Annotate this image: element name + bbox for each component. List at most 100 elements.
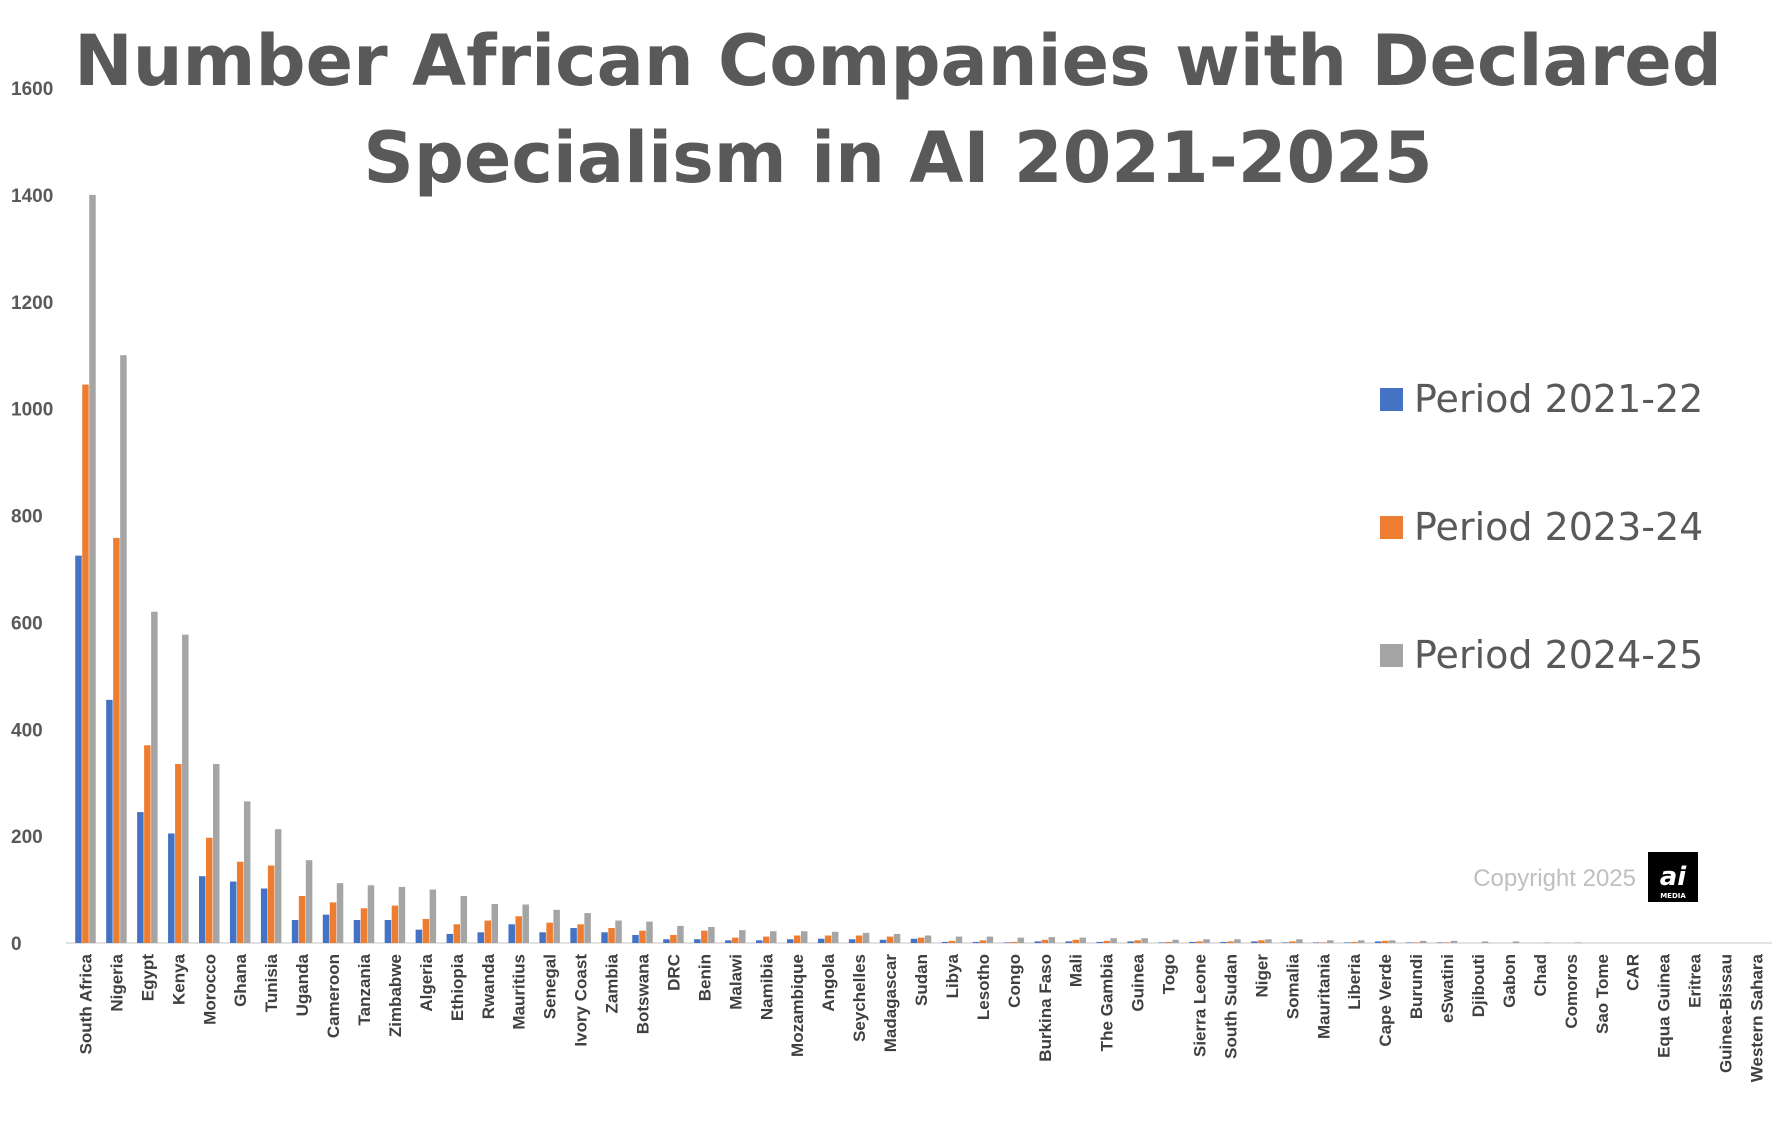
bar [986, 936, 994, 943]
bar [1003, 942, 1011, 943]
bar [694, 939, 701, 943]
bar [756, 940, 763, 943]
x-tick-label: Rwanda [479, 953, 498, 1019]
x-tick-label: Morocco [200, 954, 219, 1025]
bar [577, 924, 584, 943]
x-tick-label: Lesotho [974, 954, 993, 1020]
bar [1258, 940, 1265, 943]
x-tick-label: CAR [1624, 954, 1643, 991]
bar [677, 925, 684, 943]
bar [515, 916, 522, 943]
bar [1010, 941, 1018, 943]
x-tick-label: Botswana [633, 953, 652, 1034]
x-tick-label: Mozambique [788, 954, 807, 1057]
bar [539, 932, 546, 943]
bar [1096, 941, 1103, 943]
x-tick-label: Eritrea [1686, 953, 1705, 1007]
bar [75, 555, 82, 943]
bar [460, 895, 468, 943]
bar [786, 939, 794, 943]
bar [955, 936, 963, 943]
bar [415, 929, 423, 943]
x-tick-label: Sudan [912, 954, 931, 1006]
x-tick-label: Mali [1067, 954, 1086, 987]
bar [831, 931, 839, 943]
bar [477, 932, 485, 943]
x-tick-label: Equa Guinea [1655, 953, 1674, 1057]
bar [941, 941, 949, 943]
x-axis-ticks: South Africa Nigeria Egypt Kenya Morocco Ghan… [76, 953, 1766, 1082]
x-tick-label: Algeria [417, 953, 436, 1011]
x-tick-label: Burkina Faso [1036, 954, 1055, 1062]
legend-swatch [1380, 644, 1403, 667]
legend-swatch [1380, 516, 1403, 539]
x-tick-label: Seychelles [850, 954, 869, 1042]
bar [236, 861, 244, 943]
bar [305, 860, 313, 943]
bar [1165, 941, 1172, 943]
bar [1251, 941, 1258, 943]
y-tick-label: 1200 [11, 293, 53, 314]
x-tick-label: Chad [1531, 954, 1550, 997]
legend-label: Period 2023-24 [1414, 505, 1703, 549]
x-tick-label: The Gambia [1098, 953, 1117, 1051]
bar [1450, 940, 1458, 943]
bar [1048, 937, 1056, 943]
bar [546, 922, 553, 943]
bar [446, 933, 454, 943]
bar [213, 763, 220, 943]
logo-sub: MEDIA [1660, 892, 1686, 900]
x-tick-label: Gabon [1500, 954, 1519, 1008]
bar [291, 920, 299, 943]
bar [1065, 941, 1072, 943]
bar [175, 763, 182, 943]
bar [106, 699, 113, 943]
bar [1034, 941, 1042, 943]
x-tick-label: Ethiopia [448, 953, 467, 1021]
y-tick-label: 800 [11, 507, 43, 528]
bar [199, 876, 206, 943]
bar [1110, 938, 1117, 943]
bar [793, 935, 801, 943]
bar [1388, 940, 1396, 943]
bar [1327, 940, 1334, 943]
bar [1357, 940, 1365, 943]
bar [924, 935, 932, 943]
legend-swatch [1380, 388, 1403, 411]
bar [848, 939, 856, 943]
bar [1103, 940, 1110, 943]
bar [491, 903, 499, 943]
media-logo: ai MEDIA [1648, 852, 1698, 902]
bar [972, 941, 980, 943]
bar [855, 935, 863, 943]
x-tick-label: Ghana [231, 953, 250, 1006]
bar [639, 930, 646, 943]
x-tick-label: Niger [1252, 954, 1271, 998]
bar [1381, 940, 1389, 943]
bar [670, 934, 677, 943]
bar [817, 938, 825, 943]
bar [229, 881, 237, 943]
bar [824, 935, 832, 943]
bar [725, 940, 732, 943]
x-tick-label: Madagascar [881, 954, 900, 1053]
x-tick-label: Zimbabwe [386, 954, 405, 1037]
x-tick-label: eSwatini [1438, 954, 1457, 1023]
x-tick-label: Kenya [169, 953, 188, 1005]
bar [151, 611, 158, 943]
bar [646, 921, 653, 944]
bar [384, 920, 392, 943]
x-tick-label: Congo [1005, 954, 1024, 1008]
logo-mark: ai [1660, 862, 1688, 892]
x-tick-label: Sierra Leone [1191, 954, 1210, 1057]
x-tick-label: Djibouti [1469, 954, 1488, 1017]
x-tick-label: Western Sahara [1748, 953, 1767, 1082]
bar [422, 918, 430, 943]
bar [1350, 941, 1358, 943]
bar [601, 932, 608, 943]
bar [770, 931, 777, 943]
x-tick-label: Malawi [726, 954, 745, 1010]
bar [1282, 942, 1289, 943]
bar [1227, 941, 1234, 943]
